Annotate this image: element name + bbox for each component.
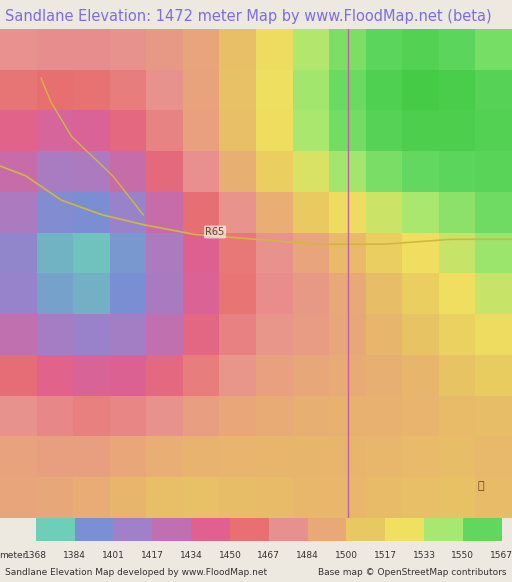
Text: R65: R65 (205, 227, 225, 237)
Text: 🔍: 🔍 (477, 481, 484, 491)
Text: 1368: 1368 (25, 551, 47, 560)
Text: 1467: 1467 (258, 551, 280, 560)
FancyBboxPatch shape (424, 518, 463, 541)
Text: 1434: 1434 (180, 551, 203, 560)
FancyBboxPatch shape (230, 518, 269, 541)
FancyBboxPatch shape (463, 518, 502, 541)
Text: meter: meter (0, 551, 27, 560)
Text: Sandlane Elevation: 1472 meter Map by www.FloodMap.net (beta): Sandlane Elevation: 1472 meter Map by ww… (5, 9, 492, 23)
Text: 1517: 1517 (374, 551, 397, 560)
FancyBboxPatch shape (191, 518, 230, 541)
Text: 1567: 1567 (490, 551, 512, 560)
Text: 1450: 1450 (219, 551, 242, 560)
Text: Sandlane Elevation Map developed by www.FloodMap.net: Sandlane Elevation Map developed by www.… (5, 568, 267, 577)
FancyBboxPatch shape (385, 518, 424, 541)
FancyBboxPatch shape (36, 518, 75, 541)
Text: 1384: 1384 (63, 551, 86, 560)
FancyBboxPatch shape (347, 518, 385, 541)
Text: 1484: 1484 (296, 551, 319, 560)
Text: 1500: 1500 (335, 551, 358, 560)
Text: 1401: 1401 (102, 551, 125, 560)
FancyBboxPatch shape (114, 518, 153, 541)
FancyBboxPatch shape (75, 518, 114, 541)
FancyBboxPatch shape (153, 518, 191, 541)
Text: Base map © OpenStreetMap contributors: Base map © OpenStreetMap contributors (318, 568, 507, 577)
Text: 1533: 1533 (413, 551, 436, 560)
Text: 1550: 1550 (452, 551, 475, 560)
FancyBboxPatch shape (269, 518, 308, 541)
FancyBboxPatch shape (308, 518, 347, 541)
Text: 1417: 1417 (141, 551, 164, 560)
